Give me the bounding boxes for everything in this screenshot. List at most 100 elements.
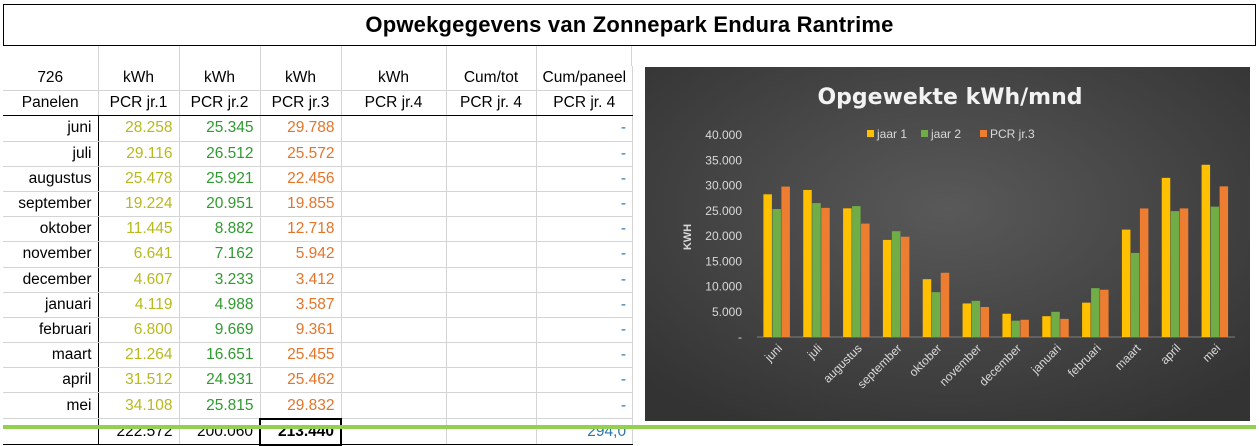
month-cell[interactable]: oktober — [3, 216, 99, 243]
cum-total-cell[interactable] — [446, 367, 537, 394]
year2-cell[interactable]: 8.882 — [179, 216, 261, 243]
month-cell[interactable]: april — [3, 367, 99, 394]
month-cell[interactable]: november — [3, 241, 99, 268]
year2-cell[interactable]: 24.931 — [179, 367, 261, 394]
total-year3-cell[interactable]: 213.440 — [259, 417, 342, 446]
header-cell[interactable]: Cum/paneel — [536, 66, 634, 92]
cum-total-cell[interactable] — [446, 292, 537, 318]
year2-cell[interactable]: 16.651 — [179, 342, 261, 369]
cum-panel-cell[interactable]: - — [536, 292, 634, 318]
year1-cell[interactable]: 19.224 — [98, 191, 180, 218]
month-cell[interactable]: februari — [3, 317, 99, 344]
year2-cell[interactable]: 25.815 — [179, 392, 261, 420]
header-cell[interactable]: kWh — [98, 66, 180, 92]
header-cell[interactable]: PCR jr.4 — [341, 90, 447, 117]
year3-cell[interactable]: 29.832 — [260, 392, 342, 420]
year2-cell[interactable]: 25.921 — [179, 166, 261, 192]
cum-total-cell[interactable] — [446, 216, 537, 243]
totals-label-cell[interactable] — [3, 418, 99, 446]
cum-total-cell[interactable] — [446, 267, 537, 293]
cum-total-cell[interactable] — [446, 191, 537, 218]
bar-chart[interactable]: Opgewekte kWh/mnd jaar 1 jaar 2 PCR jr.3 KWH… — [645, 67, 1250, 421]
year2-cell[interactable]: 7.162 — [179, 241, 261, 268]
header-cell[interactable]: 726 — [3, 66, 99, 92]
year1-cell[interactable]: 31.512 — [98, 367, 180, 394]
cum-panel-cell[interactable]: - — [536, 166, 634, 192]
cum-panel-cell[interactable]: - — [536, 191, 634, 218]
year2-cell[interactable]: 4.988 — [179, 292, 261, 318]
year3-cell[interactable]: 3.412 — [260, 267, 342, 293]
year3-cell[interactable]: 3.587 — [260, 292, 342, 318]
cum-panel-cell[interactable]: - — [536, 216, 634, 243]
year4-cell[interactable] — [341, 342, 447, 369]
year4-cell[interactable] — [341, 392, 447, 420]
cum-panel-cell[interactable]: - — [536, 392, 634, 420]
total-cum-cell[interactable] — [446, 418, 537, 446]
year3-cell[interactable]: 12.718 — [260, 216, 342, 243]
month-cell[interactable]: januari — [3, 292, 99, 318]
year3-cell[interactable]: 5.942 — [260, 241, 342, 268]
year4-cell[interactable] — [341, 241, 447, 268]
year1-cell[interactable]: 25.478 — [98, 166, 180, 192]
total-year4-cell[interactable] — [341, 418, 447, 446]
header-cell[interactable]: kWh — [179, 66, 261, 92]
month-cell[interactable]: september — [3, 191, 99, 218]
year1-cell[interactable]: 29.116 — [98, 141, 180, 167]
header-cell[interactable]: kWh — [341, 66, 447, 92]
cum-panel-cell[interactable]: - — [536, 367, 634, 394]
month-cell[interactable]: juni — [3, 115, 99, 142]
year1-cell[interactable]: 4.607 — [98, 267, 180, 293]
month-cell[interactable]: mei — [3, 392, 99, 420]
year3-cell[interactable]: 25.455 — [260, 342, 342, 369]
month-cell[interactable]: maart — [3, 342, 99, 369]
cum-total-cell[interactable] — [446, 392, 537, 420]
year2-cell[interactable]: 3.233 — [179, 267, 261, 293]
header-cell[interactable]: Panelen — [3, 90, 99, 117]
year1-cell[interactable]: 6.641 — [98, 241, 180, 268]
year1-cell[interactable]: 6.800 — [98, 317, 180, 344]
year3-cell[interactable]: 22.456 — [260, 166, 342, 192]
month-cell[interactable]: december — [3, 267, 99, 293]
year4-cell[interactable] — [341, 267, 447, 293]
year2-cell[interactable]: 25.345 — [179, 115, 261, 142]
year1-cell[interactable]: 28.258 — [98, 115, 180, 142]
cum-total-cell[interactable] — [446, 166, 537, 192]
cum-total-cell[interactable] — [446, 317, 537, 344]
header-cell[interactable]: kWh — [260, 66, 342, 92]
year4-cell[interactable] — [341, 115, 447, 142]
cum-panel-cell[interactable]: - — [536, 241, 634, 268]
header-cell[interactable]: PCR jr.1 — [98, 90, 180, 117]
header-cell[interactable]: PCR jr. 4 — [536, 90, 634, 117]
total-cum-panel-cell[interactable]: 294,0 — [536, 418, 634, 446]
cum-panel-cell[interactable]: - — [536, 317, 634, 344]
year4-cell[interactable] — [341, 216, 447, 243]
cum-panel-cell[interactable]: - — [536, 115, 634, 142]
cum-panel-cell[interactable]: - — [536, 267, 634, 293]
year4-cell[interactable] — [341, 367, 447, 394]
year3-cell[interactable]: 25.572 — [260, 141, 342, 167]
cum-panel-cell[interactable]: - — [536, 141, 634, 167]
year4-cell[interactable] — [341, 166, 447, 192]
year4-cell[interactable] — [341, 191, 447, 218]
year2-cell[interactable]: 20.951 — [179, 191, 261, 218]
year1-cell[interactable]: 4.119 — [98, 292, 180, 318]
header-cell[interactable]: PCR jr.2 — [179, 90, 261, 117]
cum-total-cell[interactable] — [446, 342, 537, 369]
total-year2-cell[interactable]: 200.060 — [179, 418, 261, 446]
cum-total-cell[interactable] — [446, 115, 537, 142]
year1-cell[interactable]: 21.264 — [98, 342, 180, 369]
cum-total-cell[interactable] — [446, 241, 537, 268]
header-cell[interactable]: Cum/tot — [446, 66, 537, 92]
year1-cell[interactable]: 11.445 — [98, 216, 180, 243]
year4-cell[interactable] — [341, 141, 447, 167]
total-year1-cell[interactable]: 222.572 — [98, 418, 180, 446]
cum-panel-cell[interactable]: - — [536, 342, 634, 369]
year2-cell[interactable]: 9.669 — [179, 317, 261, 344]
header-cell[interactable]: PCR jr. 4 — [446, 90, 537, 117]
year3-cell[interactable]: 19.855 — [260, 191, 342, 218]
month-cell[interactable]: augustus — [3, 166, 99, 192]
header-cell[interactable]: PCR jr.3 — [260, 90, 342, 117]
year3-cell[interactable]: 29.788 — [260, 115, 342, 142]
year1-cell[interactable]: 34.108 — [98, 392, 180, 420]
year4-cell[interactable] — [341, 292, 447, 318]
